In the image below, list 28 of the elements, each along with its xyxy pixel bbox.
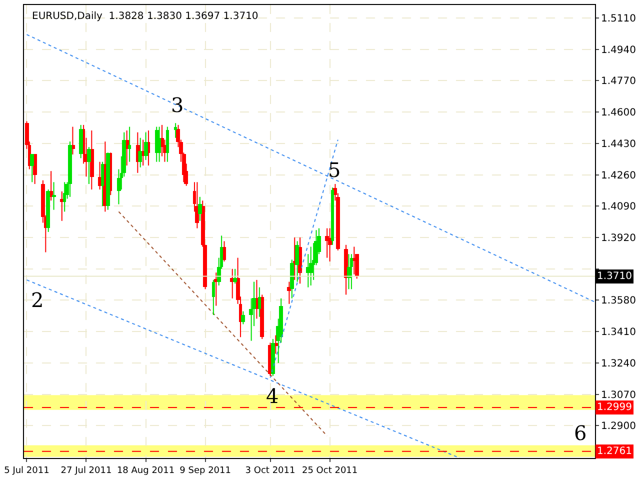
annotation: 5 (328, 158, 341, 182)
y-tick-label: 1.3920 (601, 233, 636, 244)
ref-line-label: 1.3710 (597, 271, 632, 282)
y-tick-label: 1.3240 (601, 358, 636, 370)
y-tick-label: 1.5110 (601, 13, 636, 24)
y-tick-label: 1.3070 (601, 390, 636, 401)
y-tick-label: 1.4260 (601, 170, 636, 182)
annotation: 6 (574, 421, 587, 445)
y-tick-label: 1.3410 (601, 327, 636, 338)
y-tick-label: 1.2900 (601, 421, 636, 432)
x-tick-label: 5 Jul 2011 (4, 466, 50, 476)
text: EURUSD,Daily 1.3828 1.3830 1.3697 1.3710 (32, 11, 258, 22)
x-tick-label: 27 Jul 2011 (60, 466, 112, 476)
ref-line-label: 1.2761 (597, 446, 632, 457)
annotation: 3 (171, 93, 184, 117)
ref-line-label: 1.2999 (597, 402, 632, 413)
annotation: 2 (31, 288, 44, 312)
y-tick-label: 1.4090 (601, 202, 636, 213)
y-tick-label: 1.4430 (601, 138, 636, 150)
y-tick-label: 1.4940 (601, 44, 636, 56)
x-tick-label: 25 Oct 2011 (302, 466, 358, 476)
annotation: 4 (266, 384, 279, 408)
x-tick-label: 9 Sep 2011 (180, 466, 231, 476)
y-tick-label: 1.3580 (601, 296, 636, 307)
y-tick-label: 1.4600 (601, 108, 636, 119)
x-tick-label: 18 Aug 2011 (116, 466, 175, 476)
x-tick-label: 3 Oct 2011 (245, 466, 296, 476)
y-tick-label: 1.4770 (601, 76, 636, 88)
